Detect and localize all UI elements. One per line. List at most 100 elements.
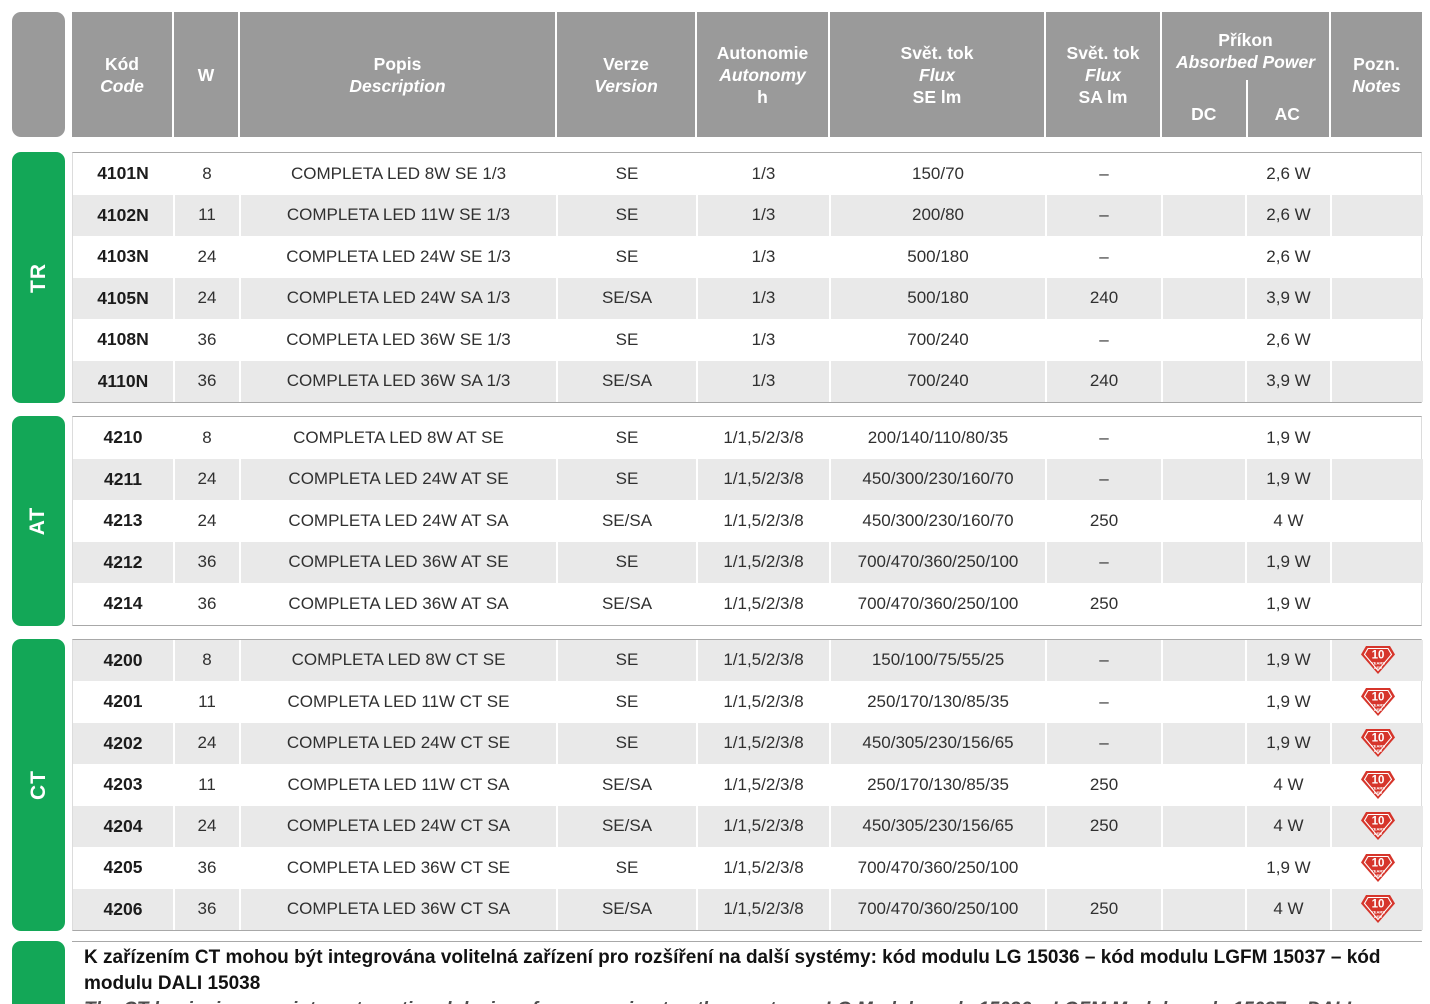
- header-flux-se-en: Flux: [919, 64, 955, 85]
- flux-se-cell: 150/70: [912, 163, 964, 183]
- table-row: 4212 36 COMPLETA LED 36W AT SE SE 1/1,5/…: [73, 541, 1423, 583]
- version-cell: SE: [558, 722, 696, 764]
- flux-se-cell: 700/470/360/250/100: [857, 857, 1019, 877]
- code-cell: 4200: [73, 639, 173, 681]
- flux-sa-cell: –: [1047, 458, 1161, 500]
- notes-cell: [1332, 417, 1423, 459]
- section-rail: CT: [12, 638, 65, 931]
- power-dc-cell: [1163, 805, 1245, 847]
- flux-se-cell: 700/470/360/250/100: [831, 541, 1045, 583]
- header-flux-sa-en: Flux: [1085, 64, 1121, 85]
- version-cell: SE/SA: [601, 510, 653, 530]
- autonomy-cell: 1/3: [698, 360, 829, 402]
- table-header: Kód Code W Popis Description Verze Versi…: [12, 12, 1430, 137]
- section-rail-label: TR: [26, 262, 50, 293]
- autonomy-cell: 1/1,5/2/3/8: [698, 458, 829, 500]
- header-version-en: Version: [594, 75, 658, 96]
- footnote-line-en: The CT luminaires can integrate optional…: [84, 997, 1422, 1004]
- notes-cell: [1332, 277, 1423, 319]
- wattage-cell: 24: [175, 277, 239, 319]
- flux-se-cell: 500/180: [831, 277, 1045, 319]
- wattage-cell: 24: [197, 246, 217, 266]
- table-row: 4202 24 COMPLETA LED 24W CT SE SE 1/1,5/…: [73, 722, 1423, 764]
- power-ac-cell: 3,9 W: [1247, 277, 1330, 319]
- power-ac-cell: 1,9 W: [1247, 722, 1330, 764]
- notes-cell: [1332, 583, 1423, 625]
- flux-se-cell: 450/300/230/160/70: [831, 458, 1045, 500]
- wattage-cell: 36: [197, 329, 217, 349]
- wattage-cell: 36: [175, 888, 239, 930]
- notes-cell: [1332, 236, 1423, 278]
- group-column-header-spacer: [12, 12, 65, 137]
- power-dc-cell: [1163, 541, 1245, 583]
- wattage-cell: 24: [175, 458, 239, 500]
- flux-sa-cell: –: [1099, 691, 1109, 711]
- notes-cell: [1332, 153, 1423, 195]
- description-cell: COMPLETA LED 11W CT SA: [287, 774, 510, 794]
- header-notes: Pozn. Notes: [1331, 12, 1422, 137]
- header-description: Popis Description: [240, 12, 555, 137]
- wattage-cell: 24: [175, 805, 239, 847]
- header-autonomy-unit: h: [757, 86, 768, 107]
- description-cell: COMPLETA LED 24W CT SE: [241, 722, 556, 764]
- flux-se-cell: 450/305/230/156/65: [831, 722, 1045, 764]
- flux-sa-cell: –: [1047, 194, 1161, 236]
- flux-sa-cell: 250: [1047, 888, 1161, 930]
- flux-se-cell: 250/170/130/85/35: [867, 691, 1009, 711]
- power-ac-cell: 4 W: [1247, 805, 1330, 847]
- wattage-cell: 8: [175, 639, 239, 681]
- power-dc-cell: [1163, 583, 1245, 625]
- wattage-cell: 8: [202, 163, 212, 183]
- version-cell: SE: [615, 163, 639, 183]
- flux-se-cell: 700/240: [831, 360, 1045, 402]
- table-row: 4205 36 COMPLETA LED 36W CT SE SE 1/1,5/…: [73, 847, 1421, 889]
- power-dc-cell: [1163, 417, 1245, 459]
- description-cell: COMPLETA LED 11W CT SE: [287, 691, 510, 711]
- svg-text:10: 10: [1371, 733, 1384, 745]
- svg-text:YEARS: YEARS: [1371, 868, 1385, 873]
- header-version: Verze Version: [557, 12, 695, 137]
- autonomy-cell: 1/3: [698, 277, 829, 319]
- section-rail: TR: [12, 152, 65, 403]
- wattage-cell: 11: [198, 774, 216, 794]
- version-cell: SE: [558, 639, 696, 681]
- code-cell: 4201: [103, 691, 143, 712]
- notes-cell: 10 YEARS LED: [1332, 764, 1423, 806]
- section-rows: 4101N 8 COMPLETA LED 8W SE 1/3 SE 1/3 15…: [72, 152, 1423, 403]
- svg-text:YEARS: YEARS: [1371, 661, 1385, 666]
- description-cell: COMPLETA LED 36W AT SA: [288, 593, 509, 613]
- ten-years-led-icon: 10 YEARS LED: [1360, 687, 1395, 716]
- section-rows: 4200 8 COMPLETA LED 8W CT SE SE 1/1,5/2/…: [72, 638, 1423, 931]
- svg-text:LED: LED: [1374, 831, 1382, 836]
- notes-cell: [1332, 319, 1423, 361]
- version-cell: SE/SA: [601, 774, 653, 794]
- power-ac-cell: 1,9 W: [1266, 857, 1311, 877]
- power-ac-cell: 4 W: [1247, 888, 1330, 930]
- power-ac-cell: 4 W: [1273, 510, 1304, 530]
- header-flux-sa-cz: Svět. tok: [1066, 42, 1140, 63]
- description-cell: COMPLETA LED 24W SE 1/3: [286, 246, 511, 266]
- header-power-en: Absorbed Power: [1175, 52, 1316, 72]
- header-description-cz: Popis: [373, 53, 422, 74]
- header-version-cz: Verze: [603, 53, 649, 74]
- flux-se-cell: 700/240: [907, 329, 969, 349]
- autonomy-cell: 1/3: [751, 163, 776, 183]
- flux-se-cell: 200/80: [831, 194, 1045, 236]
- description-cell: COMPLETA LED 36W AT SE: [241, 541, 556, 583]
- svg-text:LED: LED: [1374, 914, 1382, 919]
- autonomy-cell: 1/3: [698, 194, 829, 236]
- table-row: 4200 8 COMPLETA LED 8W CT SE SE 1/1,5/2/…: [73, 639, 1423, 681]
- code-cell: 4102N: [73, 194, 173, 236]
- wattage-cell: 36: [175, 360, 239, 402]
- notes-cell: 10 YEARS LED: [1332, 722, 1423, 764]
- ten-years-led-icon: 10 YEARS LED: [1360, 895, 1395, 924]
- autonomy-cell: 1/3: [751, 246, 776, 266]
- header-power-dc: DC: [1191, 104, 1217, 124]
- autonomy-cell: 1/1,5/2/3/8: [723, 593, 804, 613]
- description-cell: COMPLETA LED 36W SA 1/3: [241, 360, 556, 402]
- table-row: 4214 36 COMPLETA LED 36W AT SA SE/SA 1/1…: [73, 583, 1421, 625]
- version-cell: SE: [558, 458, 696, 500]
- ten-years-led-icon: 10 YEARS LED: [1360, 812, 1395, 841]
- header-autonomy: Autonomie Autonomy h: [697, 12, 828, 137]
- power-ac-cell: 3,9 W: [1247, 360, 1330, 402]
